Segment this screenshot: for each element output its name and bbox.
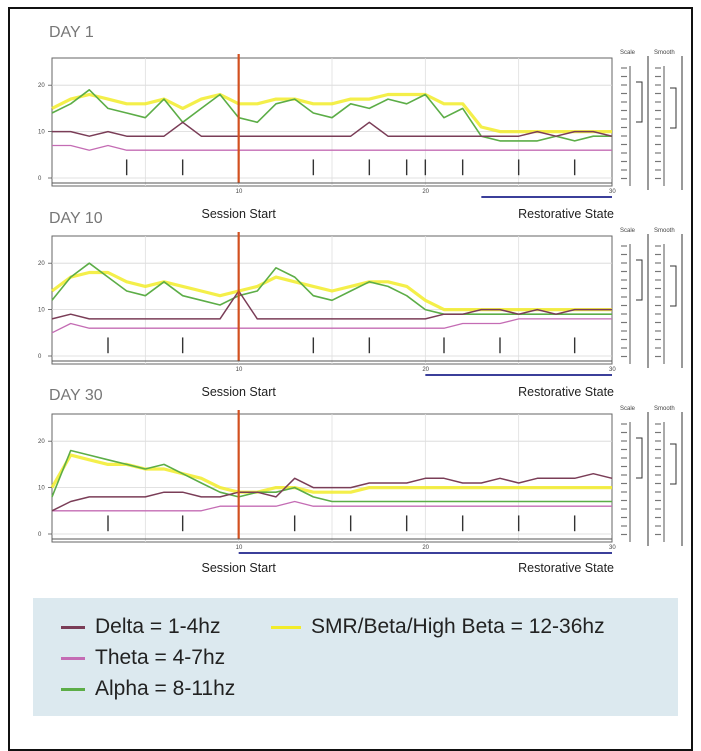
y-tick-label: 20 [38,439,45,445]
y-tick-label: 20 [38,261,45,267]
side-panel-bracket [636,81,643,123]
session-start-label: Session Start [201,207,276,221]
legend-item-theta: Theta = 4-7hz [61,646,225,670]
chart-title: DAY 30 [49,387,103,404]
chart-day-1: DAY 1 0 10 20 10 20 30 Session Start Restorative… [38,24,683,221]
side-panel-bracket [636,259,643,301]
x-tick-label: 30 [609,189,616,195]
session-start-label: Session Start [201,385,276,399]
series-line-delta [51,290,612,320]
legend-item-delta: Delta = 1-4hz [61,615,221,639]
series-line-theta [52,500,612,512]
side-panel-bracket [636,437,643,479]
y-tick-label: 10 [38,308,45,314]
legend-item-alpha: Alpha = 8-11hz [61,677,235,701]
session-start-label: Session Start [201,561,276,575]
y-tick-label: 20 [38,83,45,89]
chart-title: DAY 10 [49,210,103,227]
side-panel-label: Smooth [654,50,675,56]
legend-swatch-delta [61,625,85,629]
series-line-smr-beta-high-beta [51,270,612,312]
x-tick-label: 20 [422,545,429,551]
side-panel-bracket [670,265,677,307]
restorative-state-label: Restorative State [518,385,614,399]
series-line-theta [51,318,612,334]
legend-label-smr-beta: SMR/Beta/High Beta = 12-36hz [311,615,605,638]
y-tick-label: 10 [38,130,45,136]
series-line-alpha [51,89,612,142]
legend-item-smr-beta: SMR/Beta/High Beta = 12-36hz [271,615,605,639]
chart-day-2: DAY 10 0 10 20 10 20 30 Session Start Restorativ… [38,210,683,399]
y-tick-label: 0 [38,354,42,360]
x-tick-label: 20 [422,189,429,195]
side-panel-bracket [670,443,677,485]
x-tick-label: 10 [236,367,243,373]
restorative-state-label: Restorative State [518,561,614,575]
series-line-delta [51,472,613,512]
legend-swatch-alpha [61,687,85,691]
side-panel-label: Smooth [654,228,675,234]
restorative-state-label: Restorative State [518,207,614,221]
legend-label-alpha: Alpha = 8-11hz [95,677,236,700]
series-line-smr-beta-high-beta [51,92,612,134]
x-tick-label: 20 [422,367,429,373]
legend-label-theta: Theta = 4-7hz [95,646,226,669]
x-tick-label: 10 [236,545,243,551]
y-tick-label: 10 [38,486,45,492]
x-tick-label: 10 [236,189,243,195]
series-line-alpha [51,449,612,503]
series-line-theta [52,144,612,151]
legend-swatch-theta [61,656,85,660]
side-panel-label: Smooth [654,406,675,412]
side-panel-label: Scale [620,228,636,234]
y-tick-label: 0 [38,532,42,538]
side-panel-label: Scale [620,50,636,56]
legend-box: Delta = 1-4hz SMR/Beta/High Beta = 12-36… [33,598,678,716]
x-tick-label: 30 [609,545,616,551]
series-line-delta [52,121,613,137]
x-tick-label: 30 [609,367,616,373]
legend-swatch-smr-beta [271,625,301,629]
y-tick-label: 0 [38,176,42,182]
chart-day-3: DAY 30 0 10 20 10 20 30 Session Start Restorativ… [38,387,683,575]
side-panel-bracket [670,87,677,129]
legend-label-delta: Delta = 1-4hz [95,615,221,638]
side-panel-label: Scale [620,406,636,412]
chart-title: DAY 1 [49,24,94,41]
